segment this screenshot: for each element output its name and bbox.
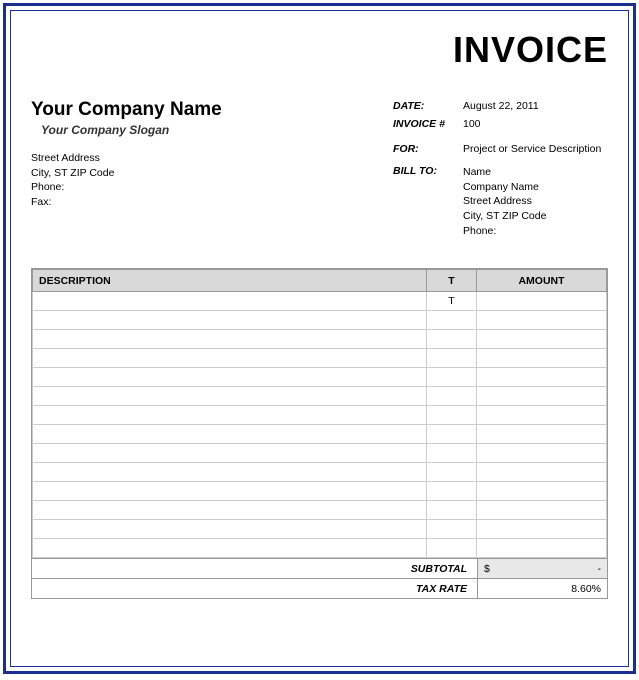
cell-amount (477, 520, 607, 539)
table-row (33, 501, 607, 520)
line-items-table: DESCRIPTION T AMOUNT T (32, 269, 607, 558)
cell-t (427, 330, 477, 349)
cell-amount (477, 539, 607, 558)
table-row (33, 482, 607, 501)
company-block: Your Company Name Your Company Slogan (31, 99, 393, 137)
table-row (33, 387, 607, 406)
cell-amount (477, 501, 607, 520)
billto-label: BILL TO: (393, 165, 463, 238)
cell-t (427, 539, 477, 558)
cell-amount (477, 387, 607, 406)
cell-t (427, 444, 477, 463)
taxrate-row: TAX RATE 8.60% (32, 579, 607, 599)
outer-frame: INVOICE Your Company Name Your Company S… (3, 3, 636, 674)
totals-block: SUBTOTAL $ - TAX RATE 8.60% (31, 559, 608, 599)
cell-description (33, 444, 427, 463)
cell-t (427, 349, 477, 368)
company-slogan: Your Company Slogan (41, 123, 393, 137)
billto-lines: Name Company Name Street Address City, S… (463, 165, 608, 238)
from-fax-label: Fax: (31, 195, 393, 210)
from-city: City, ST ZIP Code (31, 166, 393, 181)
cell-t (427, 368, 477, 387)
meta-block: DATE: August 22, 2011 INVOICE # 100 (393, 99, 608, 137)
cell-description (33, 349, 427, 368)
cell-t (427, 311, 477, 330)
cell-description (33, 425, 427, 444)
cell-amount (477, 311, 607, 330)
subtotal-currency: $ (484, 563, 490, 575)
billto-name: Name (463, 165, 608, 180)
subtotal-amount: $ - (477, 559, 607, 578)
from-street: Street Address (31, 151, 393, 166)
cell-description (33, 482, 427, 501)
table-row (33, 311, 607, 330)
cell-t (427, 463, 477, 482)
cell-description (33, 463, 427, 482)
header-row: Your Company Name Your Company Slogan DA… (31, 99, 608, 137)
cell-t: T (427, 292, 477, 311)
billto-phone-label: Phone: (463, 224, 608, 239)
taxrate-label: TAX RATE (32, 583, 477, 595)
table-row (33, 330, 607, 349)
billto-company: Company Name (463, 180, 608, 195)
subtotal-label: SUBTOTAL (32, 563, 477, 575)
for-value: Project or Service Description (463, 143, 608, 155)
cell-amount (477, 425, 607, 444)
table-row: T (33, 292, 607, 311)
cell-amount (477, 482, 607, 501)
invoice-number-value: 100 (463, 117, 608, 132)
invoice-number-label: INVOICE # (393, 117, 463, 132)
cell-amount (477, 292, 607, 311)
cell-description (33, 406, 427, 425)
mid-section: Street Address City, ST ZIP Code Phone: … (31, 143, 608, 238)
table-row (33, 539, 607, 558)
table-row (33, 368, 607, 387)
subtotal-value: - (598, 563, 602, 575)
table-row (33, 520, 607, 539)
cell-description (33, 368, 427, 387)
for-label: FOR: (393, 143, 463, 155)
cell-amount (477, 368, 607, 387)
cell-t (427, 501, 477, 520)
cell-t (427, 482, 477, 501)
cell-description (33, 330, 427, 349)
cell-description (33, 539, 427, 558)
cell-t (427, 425, 477, 444)
cell-amount (477, 463, 607, 482)
cell-description (33, 292, 427, 311)
col-header-amount: AMOUNT (477, 270, 607, 292)
cell-t (427, 406, 477, 425)
table-row (33, 463, 607, 482)
subtotal-row: SUBTOTAL $ - (32, 559, 607, 579)
taxrate-value: 8.60% (477, 579, 607, 598)
table-row (33, 406, 607, 425)
col-header-description: DESCRIPTION (33, 270, 427, 292)
cell-description (33, 501, 427, 520)
table-row (33, 349, 607, 368)
table-row (33, 425, 607, 444)
for-billto-block: FOR: Project or Service Description BILL… (393, 143, 608, 238)
cell-description (33, 520, 427, 539)
billto-city: City, ST ZIP Code (463, 209, 608, 224)
cell-amount (477, 444, 607, 463)
from-phone-label: Phone: (31, 180, 393, 195)
billto-street: Street Address (463, 194, 608, 209)
col-header-t: T (427, 270, 477, 292)
company-name: Your Company Name (31, 99, 393, 121)
inner-frame: INVOICE Your Company Name Your Company S… (10, 10, 629, 667)
date-value: August 22, 2011 (463, 99, 608, 114)
cell-t (427, 520, 477, 539)
line-items-table-wrap: DESCRIPTION T AMOUNT T (31, 268, 608, 559)
cell-amount (477, 406, 607, 425)
cell-t (427, 387, 477, 406)
cell-amount (477, 349, 607, 368)
document-title: INVOICE (31, 29, 608, 71)
date-label: DATE: (393, 99, 463, 114)
cell-amount (477, 330, 607, 349)
from-address: Street Address City, ST ZIP Code Phone: … (31, 143, 393, 238)
cell-description (33, 311, 427, 330)
table-header-row: DESCRIPTION T AMOUNT (33, 270, 607, 292)
table-row (33, 444, 607, 463)
cell-description (33, 387, 427, 406)
